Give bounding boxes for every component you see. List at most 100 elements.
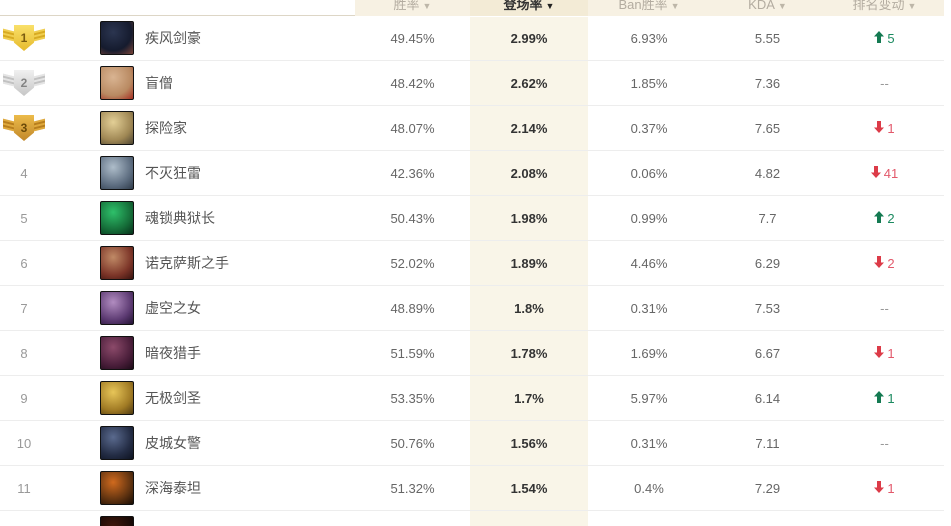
table-row[interactable]: 2 盲僧 48.42% 2.62% 1.85% 7.36 -- xyxy=(0,61,944,106)
table-row[interactable]: 9 无极剑圣 53.35% 1.7% 5.97% 6.14 1 xyxy=(0,376,944,421)
badge-shield-icon: 1 xyxy=(14,25,34,51)
table-row[interactable]: 4 不灭狂雷 42.36% 2.08% 0.06% 4.82 41 xyxy=(0,151,944,196)
champion-name: 疾风剑豪 xyxy=(145,30,201,46)
rank-change-value: 1 xyxy=(887,390,895,406)
winrate-value: 52.02% xyxy=(390,255,435,271)
table-body: 1 疾风剑豪 49.45% 2.99% 6.93% 5.55 5 2 盲僧 48… xyxy=(0,16,951,526)
banrate-value: 0.37% xyxy=(630,120,668,136)
champion-name: 盲僧 xyxy=(145,75,173,91)
champion-portrait xyxy=(100,516,134,526)
banrate-value: 5.97% xyxy=(630,390,668,406)
kaisa-portrait xyxy=(100,291,134,325)
rank-up-arrow-icon xyxy=(874,210,885,226)
champion-name: 探险家 xyxy=(145,120,187,136)
table-row[interactable]: 6 诺克萨斯之手 52.02% 1.89% 4.46% 6.29 2 xyxy=(0,241,944,286)
winrate-value: 48.89% xyxy=(390,300,435,316)
rank-down-arrow-icon xyxy=(870,165,881,181)
table-row[interactable]: 5 魂锁典狱长 50.43% 1.98% 0.99% 7.7 2 xyxy=(0,196,944,241)
pickrate-value: 1.98% xyxy=(510,210,548,226)
kda-value: 7.65 xyxy=(754,120,781,136)
rank-cell: 3 xyxy=(0,115,48,141)
column-header-winrate[interactable]: 胜率 ▼ xyxy=(355,0,470,16)
rank-change-value: 1 xyxy=(887,120,895,136)
banrate-value: 4.46% xyxy=(630,255,668,271)
kda-value: 6.29 xyxy=(754,255,781,271)
banrate-value: 0.4% xyxy=(634,480,664,496)
column-header-kda[interactable]: KDA ▼ xyxy=(710,0,825,16)
rank-change-value: 1 xyxy=(887,345,895,361)
column-header-rankchange[interactable]: 排名变动 ▼ xyxy=(825,0,944,16)
banrate-value: 6.93% xyxy=(630,30,668,46)
rank-badge-bronze: 3 xyxy=(3,115,45,141)
kda-value: 7.7 xyxy=(758,210,777,226)
sort-arrow-icon-active: ▼ xyxy=(545,1,555,11)
kda-value: 7.11 xyxy=(755,435,780,451)
rank-cell: 1 xyxy=(0,25,48,51)
table-row[interactable]: 11 深海泰坦 51.32% 1.54% 0.4% 7.29 1 xyxy=(0,466,944,511)
column-header-kda-label: KDA ▼ xyxy=(748,0,787,12)
rank-cell: 4 xyxy=(20,165,28,181)
rank-down-arrow-icon xyxy=(874,480,885,496)
column-header-pickrate-label: 登场率 ▼ xyxy=(503,0,555,12)
table-row[interactable]: 8 暗夜猎手 51.59% 1.78% 1.69% 6.67 1 xyxy=(0,331,944,376)
winrate-value: 50.76% xyxy=(390,435,435,451)
vayne-portrait xyxy=(100,336,134,370)
champion-name: 虚空之女 xyxy=(145,300,201,316)
table-row[interactable]: 3 探险家 48.07% 2.14% 0.37% 7.65 1 xyxy=(0,106,944,151)
pickrate-value: 1.89% xyxy=(510,255,548,271)
column-header-winrate-label: 胜率 ▼ xyxy=(393,0,432,12)
table-row[interactable]: 7 虚空之女 48.89% 1.8% 0.31% 7.53 -- xyxy=(0,286,944,331)
table-row[interactable] xyxy=(0,511,944,526)
rank-cell: 8 xyxy=(20,345,28,361)
rank-change-none: -- xyxy=(880,300,889,316)
rank-down-arrow-icon xyxy=(874,255,885,271)
rankchange-cell: 2 xyxy=(825,255,944,271)
rankchange-cell: 2 xyxy=(825,210,944,226)
champion-name: 皮城女警 xyxy=(145,435,201,451)
champion-name: 不灭狂雷 xyxy=(145,165,201,181)
caitlyn-portrait xyxy=(100,426,134,460)
badge-wing-icon xyxy=(3,28,14,42)
ezreal-portrait xyxy=(100,111,134,145)
winrate-value: 48.07% xyxy=(390,120,435,136)
rank-cell: 6 xyxy=(20,255,28,271)
champion-column-header-spacer xyxy=(0,0,355,15)
pickrate-value: 1.54% xyxy=(510,480,548,496)
rank-cell: 9 xyxy=(20,390,28,406)
badge-wing-icon xyxy=(3,73,14,87)
badge-wing-icon xyxy=(34,73,45,87)
winrate-value: 50.43% xyxy=(390,210,435,226)
rank-change-value: 2 xyxy=(887,210,895,226)
rank-cell: 5 xyxy=(20,210,28,226)
kda-value: 7.53 xyxy=(754,300,781,316)
sort-arrow-icon: ▼ xyxy=(777,1,787,11)
pickrate-value: 1.8% xyxy=(514,300,544,316)
column-header-rankchange-label: 排名变动 ▼ xyxy=(852,0,917,12)
banrate-value: 0.06% xyxy=(630,165,668,181)
table-row[interactable]: 1 疾风剑豪 49.45% 2.99% 6.93% 5.55 5 xyxy=(0,16,944,61)
column-header-banrate[interactable]: Ban胜率 ▼ xyxy=(588,0,710,16)
rankchange-cell: 1 xyxy=(825,120,944,136)
badge-shield-icon: 3 xyxy=(14,115,34,141)
rank-change-value: 2 xyxy=(887,255,895,271)
banrate-value: 0.31% xyxy=(630,300,668,316)
rankchange-cell: -- xyxy=(825,76,944,91)
rank-cell: 2 xyxy=(0,70,48,96)
pickrate-value: 2.14% xyxy=(510,120,548,136)
darius-portrait xyxy=(100,246,134,280)
rankchange-cell: 1 xyxy=(825,480,944,496)
rankchange-cell: 1 xyxy=(825,345,944,361)
champion-name: 暗夜猎手 xyxy=(145,345,201,361)
rank-change-value: 41 xyxy=(883,165,899,181)
kda-value: 6.14 xyxy=(754,390,781,406)
column-header-pickrate[interactable]: 登场率 ▼ xyxy=(470,0,588,16)
rankchange-cell: 1 xyxy=(825,390,944,406)
pickrate-value: 2.62% xyxy=(510,75,548,91)
badge-shield-icon: 2 xyxy=(14,70,34,96)
rank-change-none: -- xyxy=(880,435,889,451)
banrate-value: 0.99% xyxy=(630,210,668,226)
table-row[interactable]: 10 皮城女警 50.76% 1.56% 0.31% 7.11 -- xyxy=(0,421,944,466)
sort-arrow-icon: ▼ xyxy=(907,1,917,11)
banrate-value: 1.69% xyxy=(630,345,668,361)
